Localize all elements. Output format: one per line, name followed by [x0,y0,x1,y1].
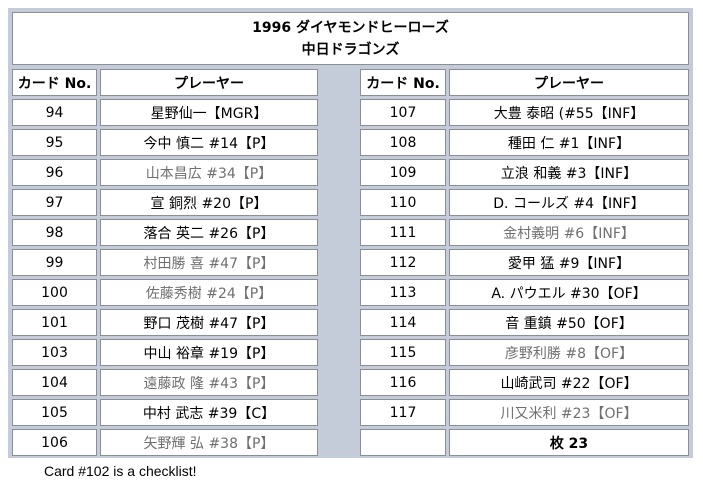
header-player-left: プレーヤー [100,69,318,96]
card-number-cell: 108 [360,129,446,156]
card-number-cell: 101 [12,309,97,336]
card-number-cell: 117 [360,399,446,426]
card-number-cell [360,429,446,456]
card-number-cell: 106 [12,429,97,456]
player-cell: 佐藤秀樹 #24【P】 [100,279,318,306]
set-title: 1996 ダイヤモンドヒーローズ [252,19,449,36]
player-cell: 中山 裕章 #19【P】 [100,339,318,366]
table-title: 1996 ダイヤモンドヒーローズ 中日ドラゴンズ [12,12,689,65]
card-number-cell: 104 [12,369,97,396]
header-card-no-right: カード No. [360,69,446,96]
player-cell: 音 重鎮 #50【OF】 [449,309,689,336]
checklist-table: 1996 ダイヤモンドヒーローズ 中日ドラゴンズ カード No. プレーヤー カ… [8,8,693,458]
card-number-cell: 100 [12,279,97,306]
card-number-cell: 99 [12,249,97,276]
header-card-no-left: カード No. [12,69,97,96]
card-number-cell: 114 [360,309,446,336]
card-number-cell: 111 [360,219,446,246]
player-cell: 今中 慎二 #14【P】 [100,129,318,156]
card-number-cell: 116 [360,369,446,396]
player-cell: 大豊 泰昭 (#55【INF】 [449,99,689,126]
player-cell: 愛甲 猛 #9【INF】 [449,249,689,276]
player-cell: 山崎武司 #22【OF】 [449,369,689,396]
player-cell: 金村義明 #6【INF】 [449,219,689,246]
card-number-cell: 112 [360,249,446,276]
column-gap [321,69,357,454]
player-cell: 野口 茂樹 #47【P】 [100,309,318,336]
card-number-cell: 107 [360,99,446,126]
team-name: 中日ドラゴンズ [301,41,400,58]
player-cell: 星野仙一【MGR】 [100,99,318,126]
header-player-right: プレーヤー [449,69,689,96]
player-cell: 立浪 和義 #3【INF】 [449,159,689,186]
player-cell: A. パウエル #30【OF】 [449,279,689,306]
player-cell: 矢野輝 弘 #38【P】 [100,429,318,456]
card-number-cell: 97 [12,189,97,216]
card-number-cell: 110 [360,189,446,216]
player-cell: 遠藤政 隆 #43【P】 [100,369,318,396]
card-number-cell: 105 [12,399,97,426]
player-cell: 種田 仁 #1【INF】 [449,129,689,156]
card-number-cell: 109 [360,159,446,186]
card-number-cell: 96 [12,159,97,186]
card-number-cell: 113 [360,279,446,306]
player-cell: 川又米利 #23【OF】 [449,399,689,426]
card-number-cell: 98 [12,219,97,246]
card-number-cell: 95 [12,129,97,156]
card-number-cell: 115 [360,339,446,366]
player-cell: 宣 銅烈 #20【P】 [100,189,318,216]
total-count-cell: 枚 23 [449,429,689,456]
player-cell: 落合 英二 #26【P】 [100,219,318,246]
player-cell: 山本昌広 #34【P】 [100,159,318,186]
player-cell: 中村 武志 #39【C】 [100,399,318,426]
player-cell: 彦野利勝 #8【OF】 [449,339,689,366]
card-number-cell: 94 [12,99,97,126]
player-cell: 村田勝 喜 #47【P】 [100,249,318,276]
player-cell: D. コールズ #4【INF】 [449,189,689,216]
card-number-cell: 103 [12,339,97,366]
footnote: Card #102 is a checklist! [44,463,197,479]
